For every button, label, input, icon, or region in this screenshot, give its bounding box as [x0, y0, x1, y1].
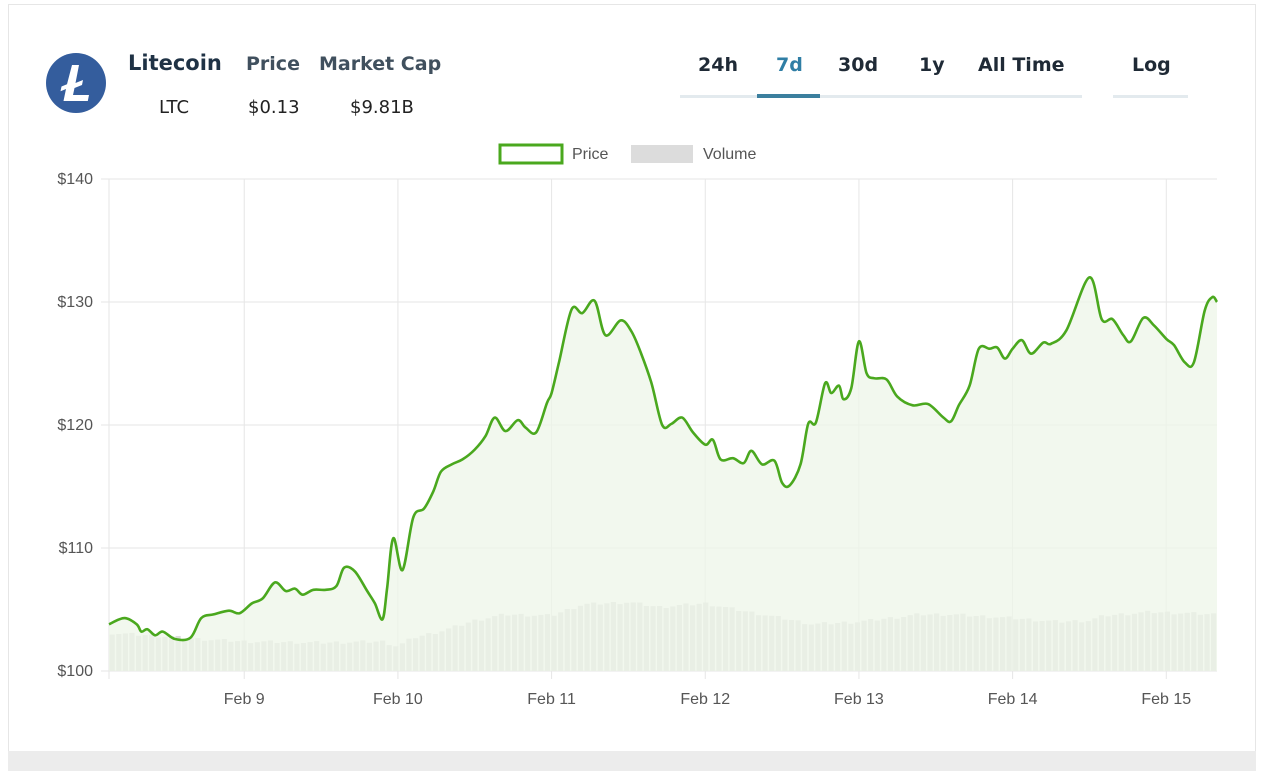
coin-name: Litecoin — [128, 51, 222, 75]
tab-active-indicator — [757, 94, 820, 98]
y-tick-label: $120 — [57, 417, 93, 434]
tab-7d[interactable]: 7d — [776, 54, 803, 76]
litecoin-logo-icon — [46, 53, 106, 113]
tab-24h[interactable]: 24h — [698, 54, 738, 76]
y-tick-label: $140 — [57, 171, 93, 188]
tab-1y[interactable]: 1y — [919, 54, 945, 76]
price-line — [108, 276, 1219, 642]
x-tick-label: Feb 12 — [680, 691, 730, 708]
market-cap-value: $9.81B — [350, 97, 414, 118]
legend-volume-swatch — [631, 145, 693, 163]
x-tick-label: Feb 15 — [1141, 691, 1191, 708]
price-area-fill — [109, 277, 1217, 671]
market-cap-label: Market Cap — [319, 53, 442, 75]
legend-price-swatch — [498, 143, 564, 165]
legend-volume-label: Volume — [703, 146, 756, 163]
tab-log-scale[interactable]: Log — [1132, 54, 1171, 76]
coin-symbol: LTC — [159, 97, 190, 118]
price-value: $0.13 — [248, 97, 300, 118]
y-tick-label: $100 — [57, 663, 93, 680]
tab-30d[interactable]: 30d — [838, 54, 879, 76]
x-tick-label: Feb 13 — [834, 691, 884, 708]
y-tick-label: $110 — [59, 540, 94, 557]
y-tick-label: $130 — [57, 294, 93, 311]
tab-all-time[interactable]: All Time — [978, 54, 1065, 76]
scale-underline-track — [1113, 95, 1188, 98]
price-label: Price — [246, 53, 300, 75]
x-tick-label: Feb 10 — [373, 691, 423, 708]
x-tick-label: Feb 9 — [224, 691, 265, 708]
legend-price-label: Price — [572, 146, 609, 163]
x-tick-label: Feb 14 — [988, 691, 1038, 708]
chart-legend[interactable]: Price Volume — [498, 143, 756, 165]
footer-bar — [8, 751, 1256, 771]
tab-underline-track — [680, 95, 1082, 98]
chart-axes: $100 $110 $120 $130 $140 Feb 9 Feb 10 Feb 11 Feb… — [57, 171, 1191, 708]
x-tick-label: Feb 11 — [527, 691, 576, 708]
